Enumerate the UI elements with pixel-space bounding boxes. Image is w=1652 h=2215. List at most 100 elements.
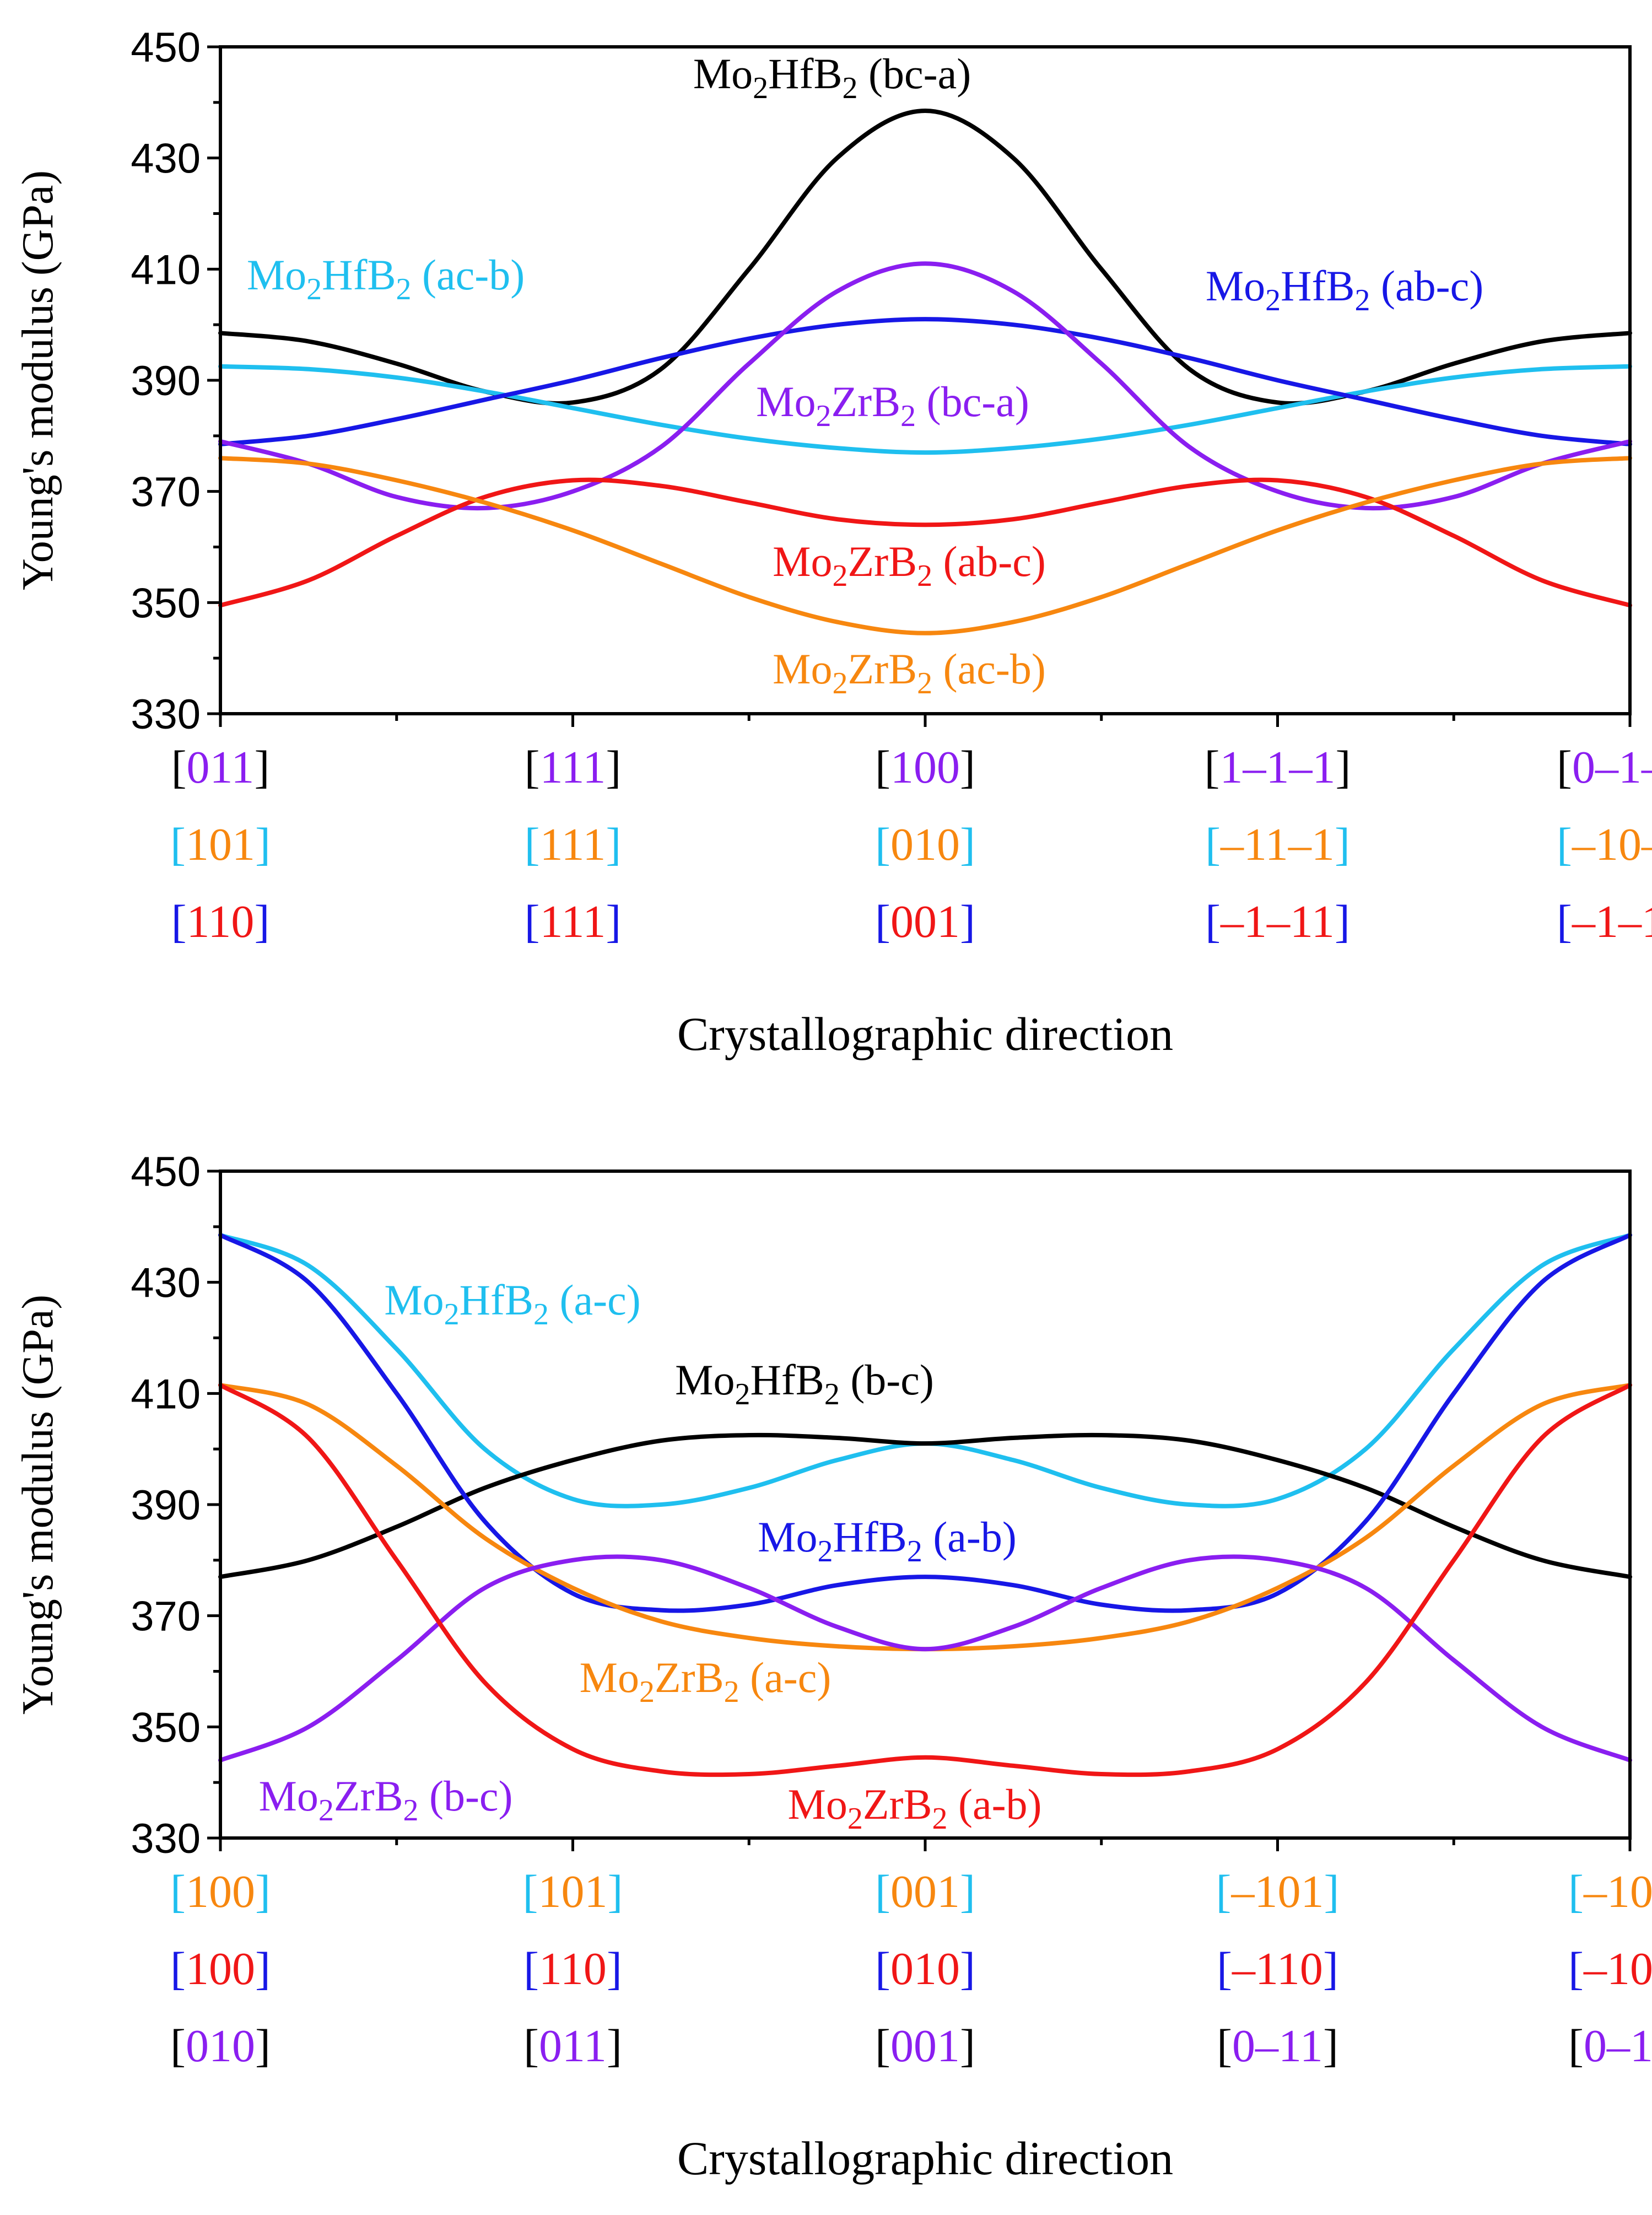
direction-index: 110 [187,896,255,947]
bracket-open: [ [170,2020,186,2072]
x-axis-label: Crystallographic direction [677,2132,1173,2185]
annotation-subscript: 2 [833,559,848,593]
y-tick-label: 390 [131,358,201,405]
series-annotation: Mo2ZrB2 (b-c) [258,1772,512,1828]
y-axis: 330 350 370 390 410 430 450 [131,1149,220,1862]
annotation-subscript: 2 [907,1534,922,1569]
direction-label: [001] [875,1866,975,1917]
bracket-open: [ [1557,742,1572,793]
annotation-subscript: 2 [753,71,768,105]
direction-label: [011] [523,2020,622,2072]
annotation-formula: ZrB [832,378,901,425]
series-line-6 [218,456,1632,635]
bracket-close: ] [1335,819,1350,870]
series-annotation: Mo2ZrB2 (bc-a) [756,378,1029,433]
bracket-close: ] [1324,1866,1340,1917]
bracket-open: [ [875,1943,890,1995]
annotation-subscript: 2 [735,1377,750,1411]
series-annotation: Mo2HfB2 (ab-c) [1206,262,1483,317]
direction-label: [010] [170,2020,271,2072]
direction-index: –100 [1583,1943,1652,1995]
annotation-formula: ZrB [334,1772,403,1820]
direction-label: [–100] [1568,1943,1652,1995]
y-tick-label: 450 [131,1149,201,1195]
direction-index: 100 [186,1943,255,1995]
annotation-suffix: (b-c) [418,1772,512,1820]
direction-row-2: [101][111][010][–11–1][–10–1] [170,819,1652,870]
annotation-formula: ZrB [655,1653,724,1701]
direction-index: 011 [187,742,255,793]
bracket-open: [ [1557,819,1572,870]
annotation-suffix: (a-b) [922,1513,1017,1561]
chart-2: 330 350 370 390 410 430 450 Young's modulus (GP… [14,1149,1652,2185]
annotation-formula: HfB [833,1513,906,1561]
y-tick-label: 370 [131,1593,201,1640]
series-line-6 [218,1383,1632,1777]
bracket-open: [ [523,2020,539,2072]
bracket-open: [ [523,1866,538,1917]
bracket-close: ] [960,896,975,947]
annotation-subscript: 2 [817,1534,833,1569]
annotation-subscript: 2 [1355,283,1370,317]
bracket-close: ] [255,1943,271,1995]
series-annotation: Mo2ZrB2 (a-b) [787,1780,1041,1836]
y-tick-label: 410 [131,1371,201,1418]
direction-index: 0–10 [1584,2020,1652,2072]
bracket-close: ] [608,1866,623,1917]
direction-label: [1–1–1] [1205,742,1351,793]
y-tick-label: 410 [131,246,201,293]
annotation-prefix: Mo [773,645,832,693]
y-tick-label: 430 [131,1260,201,1307]
direction-label: [010] [875,1943,975,1995]
direction-label: [001] [875,2020,975,2072]
y-tick-label: 330 [131,1815,201,1862]
series-line-5 [218,1554,1632,1763]
direction-index: 101 [186,819,255,870]
bracket-open: [ [1217,2020,1232,2072]
y-tick-label: 350 [131,1704,201,1751]
annotation-subscript: 2 [1265,283,1281,317]
bracket-open: [ [1205,742,1220,793]
direction-label: [–1–11] [1205,896,1350,947]
y-tick-label: 430 [131,136,201,182]
bracket-close: ] [255,1866,271,1917]
bracket-close: ] [607,2020,622,2072]
direction-label: [–1–10] [1557,896,1652,947]
bracket-open: [ [875,742,890,793]
bracket-open: [ [875,896,890,947]
bracket-open: [ [170,1943,186,1995]
direction-label: [010] [875,819,975,870]
x-axis-label: Crystallographic direction [677,1007,1173,1060]
bracket-close: ] [1323,2020,1338,2072]
annotation-formula: ZrB [848,645,917,693]
annotation-subscript: 2 [444,1297,460,1332]
series-annotation: Mo2HfB2 (bc-a) [693,50,971,105]
direction-index: 010 [186,2020,255,2072]
direction-label: [011] [171,742,270,793]
annotation-prefix: Mo [675,1356,735,1404]
series-line-3 [218,1233,1632,1613]
annotation-formula: ZrB [848,537,917,585]
annotation-suffix: (a-c) [549,1276,641,1324]
direction-label: [–110] [1217,1943,1338,1995]
y-tick-label: 330 [131,691,201,738]
annotation-suffix: (ab-c) [932,537,1046,585]
annotation-suffix: (ac-b) [932,645,1046,693]
annotation-subscript: 2 [396,272,412,306]
direction-row-3: [010][011][001][0–11][0–10] [170,2020,1652,2072]
series-annotation: Mo2HfB2 (b-c) [675,1356,934,1411]
bracket-open: [ [170,1866,186,1917]
bracket-open: [ [1568,1866,1584,1917]
direction-index: 100 [890,742,960,793]
direction-index: 100 [186,1866,255,1917]
series-annotation: Mo2HfB2 (ac-b) [247,251,525,306]
y-tick-label: 370 [131,469,201,516]
direction-label: [–10–1] [1557,819,1652,870]
direction-label: [110] [171,896,270,947]
bracket-close: ] [960,1943,975,1995]
series-line-5 [218,477,1632,608]
annotation-prefix: Mo [773,537,832,585]
annotation-suffix: (bc-a) [858,50,971,98]
annotation-suffix: (b-c) [840,1356,934,1404]
direction-label: [0–11] [1217,2020,1338,2072]
